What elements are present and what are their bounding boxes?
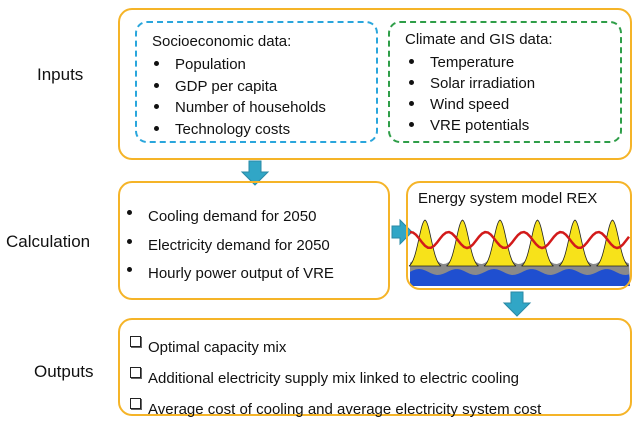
list-item: Solar irradiation bbox=[408, 75, 536, 92]
socioeconomic-box bbox=[135, 21, 378, 143]
list-item: Optimal capacity mix bbox=[130, 332, 541, 363]
socioeconomic-list: Population GDP per capita Number of househ… bbox=[154, 54, 326, 141]
list-item: Technology costs bbox=[154, 119, 326, 141]
group-title: Climate and GIS data: bbox=[405, 31, 553, 48]
list-item: Hourly power output of VRE bbox=[127, 260, 334, 289]
solar-peak bbox=[558, 219, 592, 267]
solar-peak bbox=[483, 219, 517, 267]
model-chart bbox=[408, 219, 630, 286]
solar-peak bbox=[408, 219, 442, 267]
list-item: VRE potentials bbox=[408, 115, 535, 136]
climate-box bbox=[388, 21, 622, 143]
list-item: Electricity demand for 2050 bbox=[127, 232, 334, 261]
climate-list: Temperature Solar irradiation Wind speed VR… bbox=[408, 52, 536, 136]
wind-line bbox=[409, 230, 630, 250]
calculation-box bbox=[118, 181, 390, 300]
list-item: GDP per capita bbox=[154, 76, 326, 98]
list-item: Wind speed bbox=[408, 94, 535, 115]
list-item: Temperature bbox=[408, 52, 535, 73]
outputs-box bbox=[118, 318, 632, 416]
outputs-list: Optimal capacity mix Additional electrici… bbox=[130, 332, 541, 425]
model-box bbox=[406, 181, 632, 290]
group-title: Socioeconomic data: bbox=[152, 33, 292, 50]
blue-area bbox=[410, 269, 630, 286]
inputs-box bbox=[118, 8, 632, 160]
list-item: Additional electricity supply mix linked… bbox=[130, 363, 541, 394]
list-item: Cooling demand for 2050 bbox=[127, 203, 334, 232]
list-item: Number of households bbox=[154, 97, 326, 119]
list-item: Average cost of cooling and average elec… bbox=[130, 394, 541, 425]
list-item: Population bbox=[154, 54, 326, 76]
row-label: Outputs bbox=[34, 362, 94, 381]
solar-peak bbox=[596, 219, 629, 267]
solar-peak bbox=[521, 219, 554, 267]
arrow-down bbox=[240, 160, 270, 186]
solar-peak bbox=[446, 219, 479, 267]
arrow-down bbox=[502, 291, 532, 317]
row-label: Calculation bbox=[6, 232, 91, 251]
calculation-list: Cooling demand for 2050 Electricity deman… bbox=[127, 203, 334, 289]
model-title: Energy system model REX bbox=[418, 190, 598, 207]
row-label: Inputs bbox=[37, 65, 84, 84]
